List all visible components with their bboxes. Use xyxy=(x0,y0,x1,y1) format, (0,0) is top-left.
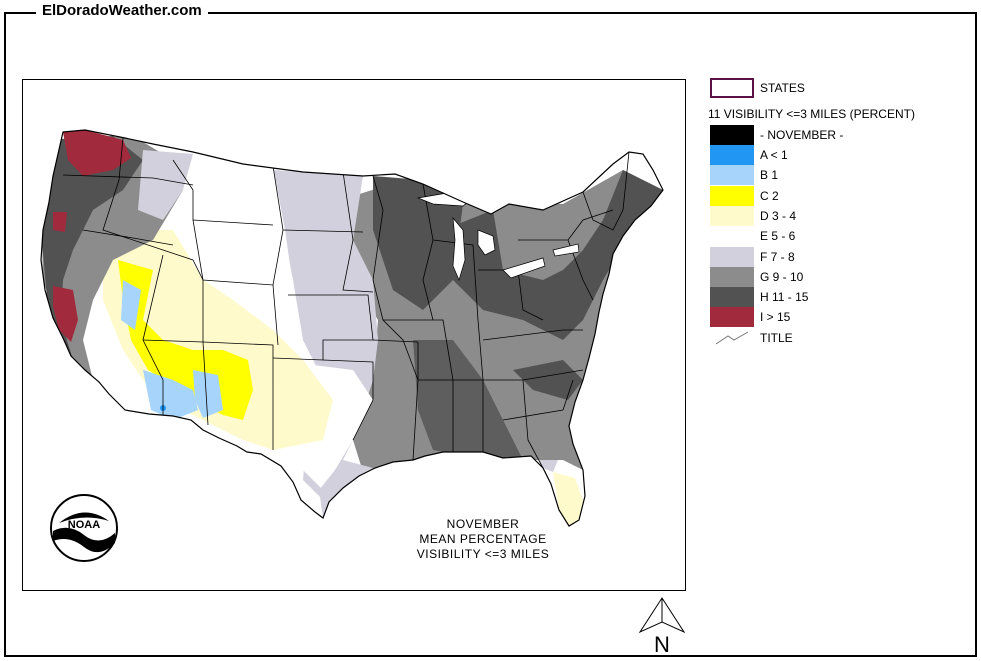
legend-layer-title: 11 VISIBILITY <=3 MILES (PERCENT) xyxy=(708,107,915,121)
map-panel: NOAA NOVEMBER MEAN PERCENTAGE VISIBILITY… xyxy=(22,79,686,591)
legend-class-swatch xyxy=(710,226,754,247)
legend-title-label: TITLE xyxy=(760,331,793,345)
legend-class-label: B 1 xyxy=(760,168,779,183)
legend-month-label: - NOVEMBER - xyxy=(760,128,844,142)
legend-states-row: STATES xyxy=(710,78,805,98)
legend-class-row: H 11 - 15 xyxy=(710,287,809,308)
legend-class-label: A < 1 xyxy=(760,148,788,162)
us-outline xyxy=(40,129,664,527)
legend-class-label: E 5 - 6 xyxy=(760,229,796,244)
north-arrow: N xyxy=(636,596,688,661)
legend-class-label: D 3 - 4 xyxy=(760,208,797,223)
legend-class-row: G 9 - 10 xyxy=(710,266,804,287)
legend-class-swatch xyxy=(710,307,754,328)
us-visibility-map xyxy=(40,129,664,527)
legend-class-label: H 11 - 15 xyxy=(760,290,809,305)
month-swatch xyxy=(710,125,754,145)
legend-class-row: I > 15 xyxy=(710,307,791,328)
caption-line-3: VISIBILITY <=3 MILES xyxy=(416,547,550,561)
legend-class-label: I > 15 xyxy=(760,310,791,325)
title-line-icon xyxy=(710,328,754,348)
legend-class-row: E 5 - 6 xyxy=(710,226,796,247)
legend-month-row: - NOVEMBER - xyxy=(710,125,843,145)
site-title[interactable]: ElDoradoWeather.com xyxy=(36,2,208,19)
legend-class-swatch xyxy=(710,246,754,267)
legend-class-label: G 9 - 10 xyxy=(760,269,804,284)
legend-layer-title-row: 11 VISIBILITY <=3 MILES (PERCENT) xyxy=(708,104,915,124)
legend-class-label: C 2 xyxy=(760,188,779,203)
legend-class-row: D 3 - 4 xyxy=(710,205,797,226)
caption-line-1: NOVEMBER xyxy=(446,517,520,531)
caption-line-2: MEAN PERCENTAGE xyxy=(419,532,547,546)
legend-title-row: TITLE xyxy=(710,328,793,348)
legend-class-swatch xyxy=(710,145,754,165)
legend-class-row: A < 1 xyxy=(710,145,788,165)
visibility-zones xyxy=(41,130,663,526)
legend-class-label: F 7 - 8 xyxy=(760,249,795,264)
legend-class-swatch xyxy=(710,266,754,287)
states-swatch xyxy=(710,78,754,98)
north-label: N xyxy=(654,632,670,656)
svg-text:NOAA: NOAA xyxy=(68,519,100,531)
legend-class-swatch xyxy=(710,185,754,206)
legend-class-swatch xyxy=(710,287,754,308)
page-frame xyxy=(4,12,977,657)
legend-class-row: B 1 xyxy=(710,165,779,186)
map-caption: NOVEMBER MEAN PERCENTAGE VISIBILITY <=3 … xyxy=(383,517,583,562)
legend-class-swatch xyxy=(710,205,754,226)
legend-class-swatch xyxy=(710,165,754,186)
legend-states-label: STATES xyxy=(760,81,805,95)
legend-class-row: F 7 - 8 xyxy=(710,246,795,267)
legend-class-row: C 2 xyxy=(710,185,779,206)
